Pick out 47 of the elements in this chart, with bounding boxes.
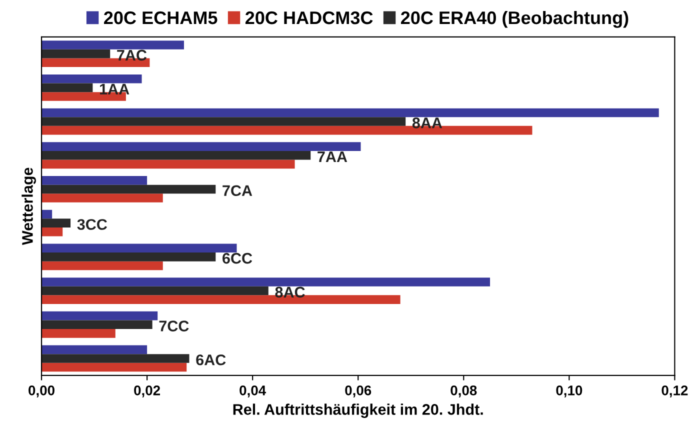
bar — [42, 261, 163, 270]
x-tick-label: 0,06 — [345, 386, 372, 398]
bar — [42, 252, 216, 262]
x-tick-label: 0,04 — [240, 386, 266, 398]
legend-label: 20C HADCM3C — [245, 11, 373, 24]
bar — [42, 74, 142, 84]
bar — [42, 320, 152, 330]
bar — [42, 286, 268, 296]
bar — [42, 244, 237, 253]
bar — [42, 218, 71, 228]
x-tick-label: 0,10 — [556, 386, 582, 398]
x-tick-label: 0,00 — [28, 386, 54, 398]
bar — [42, 329, 116, 338]
y-tick-label: 6CC — [222, 252, 252, 264]
bar — [42, 108, 659, 118]
bar — [42, 311, 158, 320]
y-axis-title: Wetterlage — [22, 168, 36, 246]
bar — [42, 142, 361, 151]
bar — [42, 40, 184, 50]
bar — [42, 176, 148, 185]
bar — [42, 354, 190, 363]
legend-label: 20C ERA40 (Beobachtung) — [400, 10, 628, 28]
y-tick-label: 8AA — [412, 118, 442, 128]
y-tick-label: 6AC — [196, 354, 226, 366]
bar — [42, 160, 295, 169]
bar — [42, 150, 311, 160]
bar — [42, 210, 52, 219]
x-tick-label: 0,02 — [134, 386, 160, 398]
bar — [42, 278, 490, 286]
y-tick-label: 7CC — [159, 320, 189, 332]
bar — [42, 83, 93, 92]
y-tick-label: 1AA — [100, 84, 130, 94]
x-tick-label: 0,12 — [662, 386, 688, 398]
y-tick-label: 3CC — [77, 219, 108, 230]
bar — [42, 194, 163, 202]
x-tick-label: 0,08 — [450, 386, 477, 398]
bar — [42, 49, 110, 58]
y-tick-label: 7AC — [117, 50, 147, 61]
bar — [42, 362, 187, 372]
bar — [42, 117, 406, 126]
legend-label: 20C ECHAM5 — [104, 11, 218, 24]
y-tick-label: 7CA — [222, 185, 252, 196]
bar — [42, 227, 63, 236]
bar — [42, 184, 216, 194]
y-tick-label: 7AA — [318, 152, 348, 162]
bar — [42, 345, 148, 354]
x-axis-title: Rel. Auftrittshäufigkeit im 20. Jhdt. — [233, 404, 483, 418]
